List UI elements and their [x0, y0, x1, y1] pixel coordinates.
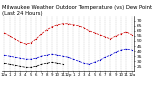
Text: Milwaukee Weather Outdoor Temperature (vs) Dew Point (Last 24 Hours): Milwaukee Weather Outdoor Temperature (v…	[2, 5, 152, 16]
